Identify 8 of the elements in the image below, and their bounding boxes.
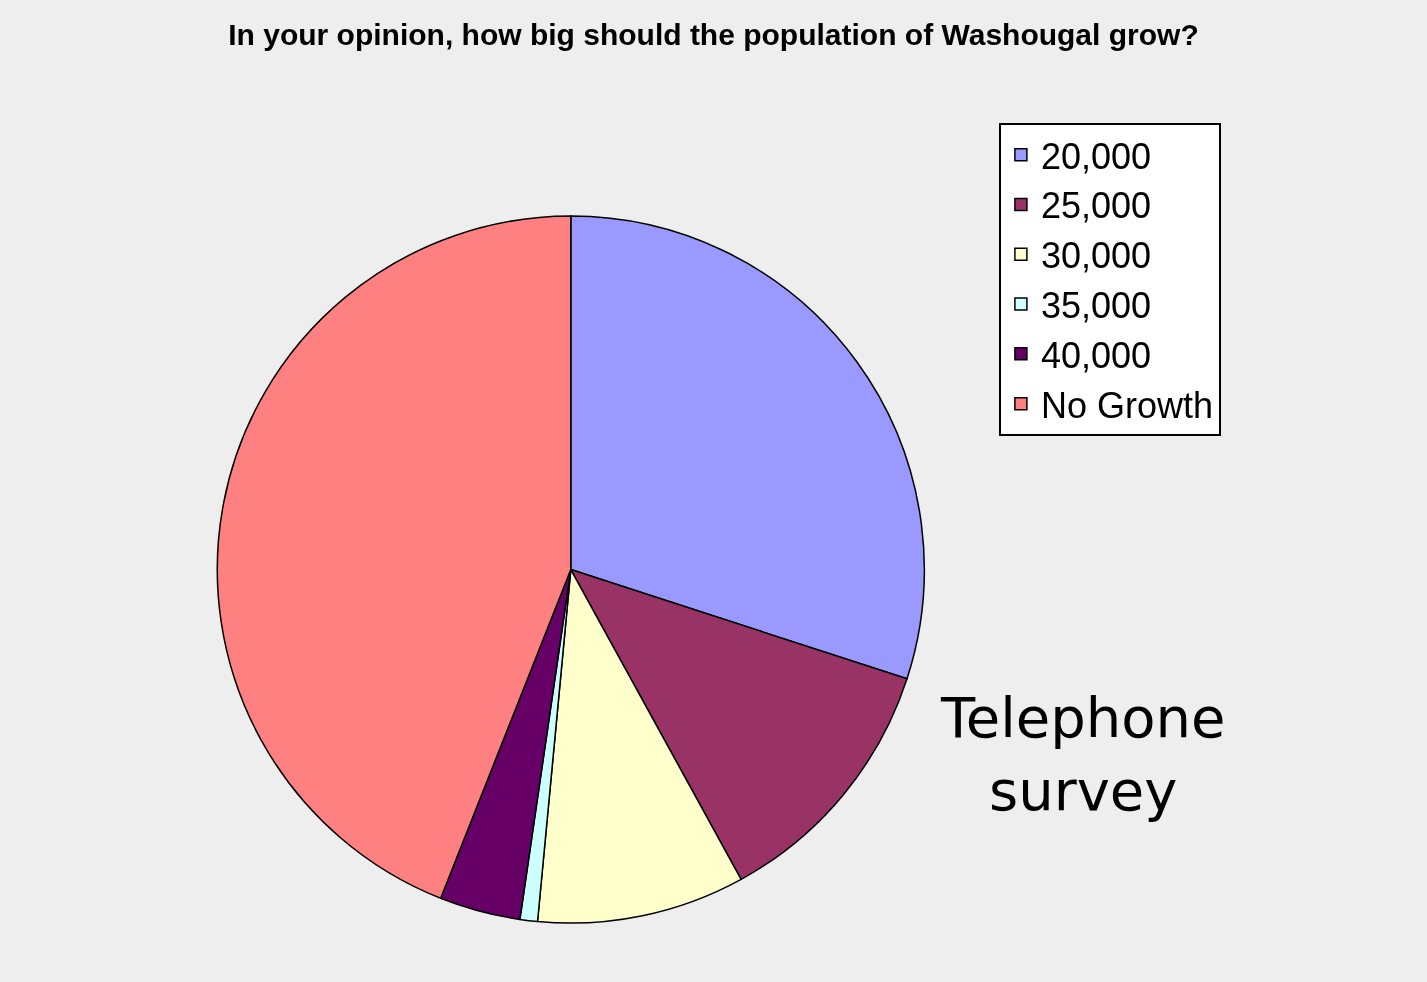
legend-label: 30,000 xyxy=(1040,235,1152,277)
legend-label: 35,000 xyxy=(1040,285,1152,327)
legend-label: 40,000 xyxy=(1040,334,1152,376)
legend-label: 25,000 xyxy=(1040,185,1152,227)
legend-label: No Growth xyxy=(1040,384,1213,426)
chart-title: In your opinion, how big should the population of Washougal grow? xyxy=(228,17,1199,51)
text: Telephone survey xyxy=(940,685,1226,823)
legend-label: 20,000 xyxy=(1040,135,1152,177)
